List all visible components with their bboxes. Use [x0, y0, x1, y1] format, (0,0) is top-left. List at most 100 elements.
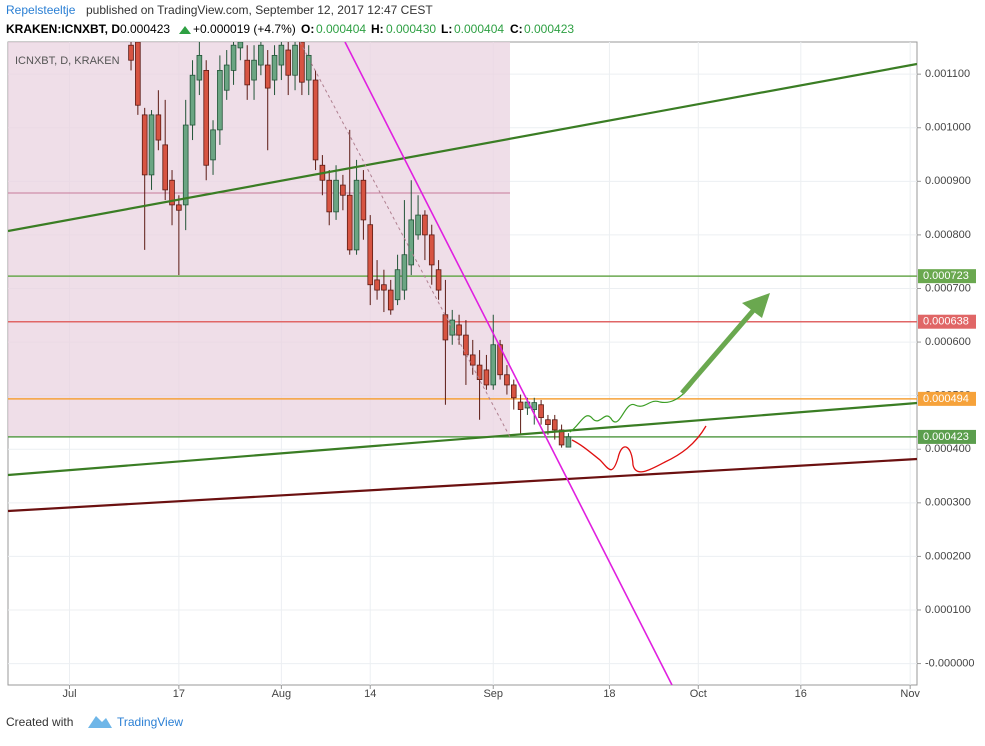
candle-body — [401, 254, 408, 291]
h-value: 0.000430 — [386, 22, 436, 36]
c-label: C: — [510, 22, 523, 36]
y-tick-label: 0.000900 — [925, 175, 971, 187]
y-tick-label: 0.000700 — [925, 282, 971, 294]
candle-body — [299, 42, 305, 83]
trend-line — [8, 457, 917, 513]
up-arrow — [179, 26, 191, 34]
candle-body — [408, 219, 415, 266]
candle-body — [558, 429, 565, 446]
candle-body — [333, 179, 339, 213]
change: +0.000019 (+4.7%) — [193, 22, 296, 36]
c-value: 0.000423 — [524, 22, 574, 36]
candle-body — [264, 64, 271, 89]
legend: ICNXBT, D, KRAKEN — [15, 55, 120, 67]
projection-down — [571, 425, 707, 473]
x-tick-label: Sep — [483, 688, 503, 700]
author[interactable]: Repelsteeltje — [6, 3, 76, 17]
candle-body — [326, 179, 333, 213]
x-tick-label: 18 — [603, 688, 615, 700]
candle-body — [374, 279, 380, 291]
published: published on TradingView.com, September … — [86, 3, 433, 17]
candle-body — [381, 284, 387, 291]
y-tick-label: -0.000000 — [925, 657, 975, 669]
footer-brand[interactable]: TradingView — [117, 715, 183, 729]
level-label: 0.000723 — [923, 270, 969, 282]
candle-body — [203, 69, 209, 166]
candle-body — [565, 436, 572, 448]
l-value: 0.000404 — [454, 22, 504, 36]
candle-body — [456, 324, 462, 336]
candle-body — [476, 364, 483, 380]
l-label: L: — [441, 22, 452, 36]
candle-body — [230, 44, 237, 71]
candle-body — [490, 344, 497, 386]
candle-body — [353, 179, 360, 251]
candle-body — [135, 42, 141, 106]
level-box — [918, 314, 976, 329]
candle-body — [367, 224, 374, 286]
drawings-back — [8, 42, 510, 438]
candle-body — [285, 49, 292, 76]
footer-text: Created with — [6, 715, 73, 729]
drawings — [8, 42, 917, 685]
y-tick-label: 0.000200 — [925, 550, 971, 562]
level-label: 0.000423 — [923, 431, 969, 443]
y-tick-label: 0.001000 — [925, 122, 971, 134]
candle-body — [394, 269, 401, 301]
candle-body — [223, 64, 230, 91]
candle-body — [271, 54, 278, 81]
candle-body — [176, 204, 182, 211]
candle-body — [128, 44, 134, 61]
candle-body — [251, 59, 257, 81]
candle-body — [196, 54, 203, 81]
h-label: H: — [371, 22, 384, 36]
candle-body — [189, 74, 196, 126]
candle-body — [428, 234, 435, 266]
o-label: O: — [301, 22, 314, 36]
x-tick-label: Jul — [62, 688, 76, 700]
arrow-head — [742, 293, 770, 318]
candle-body — [545, 419, 551, 425]
y-tick-label: 0.000300 — [925, 497, 971, 509]
candle-body — [435, 269, 442, 291]
candle-body — [469, 354, 476, 366]
level-box — [918, 429, 976, 444]
candle-body — [141, 114, 148, 176]
projection-up — [569, 382, 694, 433]
x-tick-label: Nov — [900, 688, 920, 700]
candle-body — [148, 114, 155, 176]
candle-body — [415, 214, 421, 236]
level-box — [918, 391, 976, 406]
candle-body — [340, 184, 346, 196]
y-tick-label: 0.000400 — [925, 443, 971, 455]
candle-body — [510, 384, 517, 399]
y-tick-label: 0.001100 — [925, 68, 970, 80]
candles — [128, 42, 572, 448]
candle-body — [182, 124, 189, 206]
level-box — [918, 269, 976, 284]
logo — [88, 716, 112, 728]
candle-body — [217, 69, 223, 131]
candle-body — [504, 374, 510, 386]
candle-body — [497, 344, 503, 376]
x-tick-label: Oct — [690, 688, 707, 700]
candle-body — [292, 44, 298, 76]
candle-body — [346, 194, 353, 251]
candle-body — [551, 419, 558, 431]
candle-body — [442, 314, 449, 341]
candle-body — [483, 369, 490, 386]
candle-body — [210, 129, 216, 161]
candle-body — [387, 289, 394, 311]
axes: -0.000000 0.000100 0.000200 0.000300 0.00040… — [62, 68, 976, 700]
candle-body — [422, 214, 428, 236]
candle-body — [278, 44, 285, 66]
candle-body — [531, 402, 538, 410]
candle-body — [258, 44, 264, 66]
candle-body — [305, 54, 312, 81]
dashed-line — [299, 42, 511, 438]
candle-body — [244, 59, 251, 86]
x-tick-label: 14 — [364, 688, 376, 700]
level-label: 0.000494 — [923, 393, 969, 405]
levels — [8, 275, 917, 438]
